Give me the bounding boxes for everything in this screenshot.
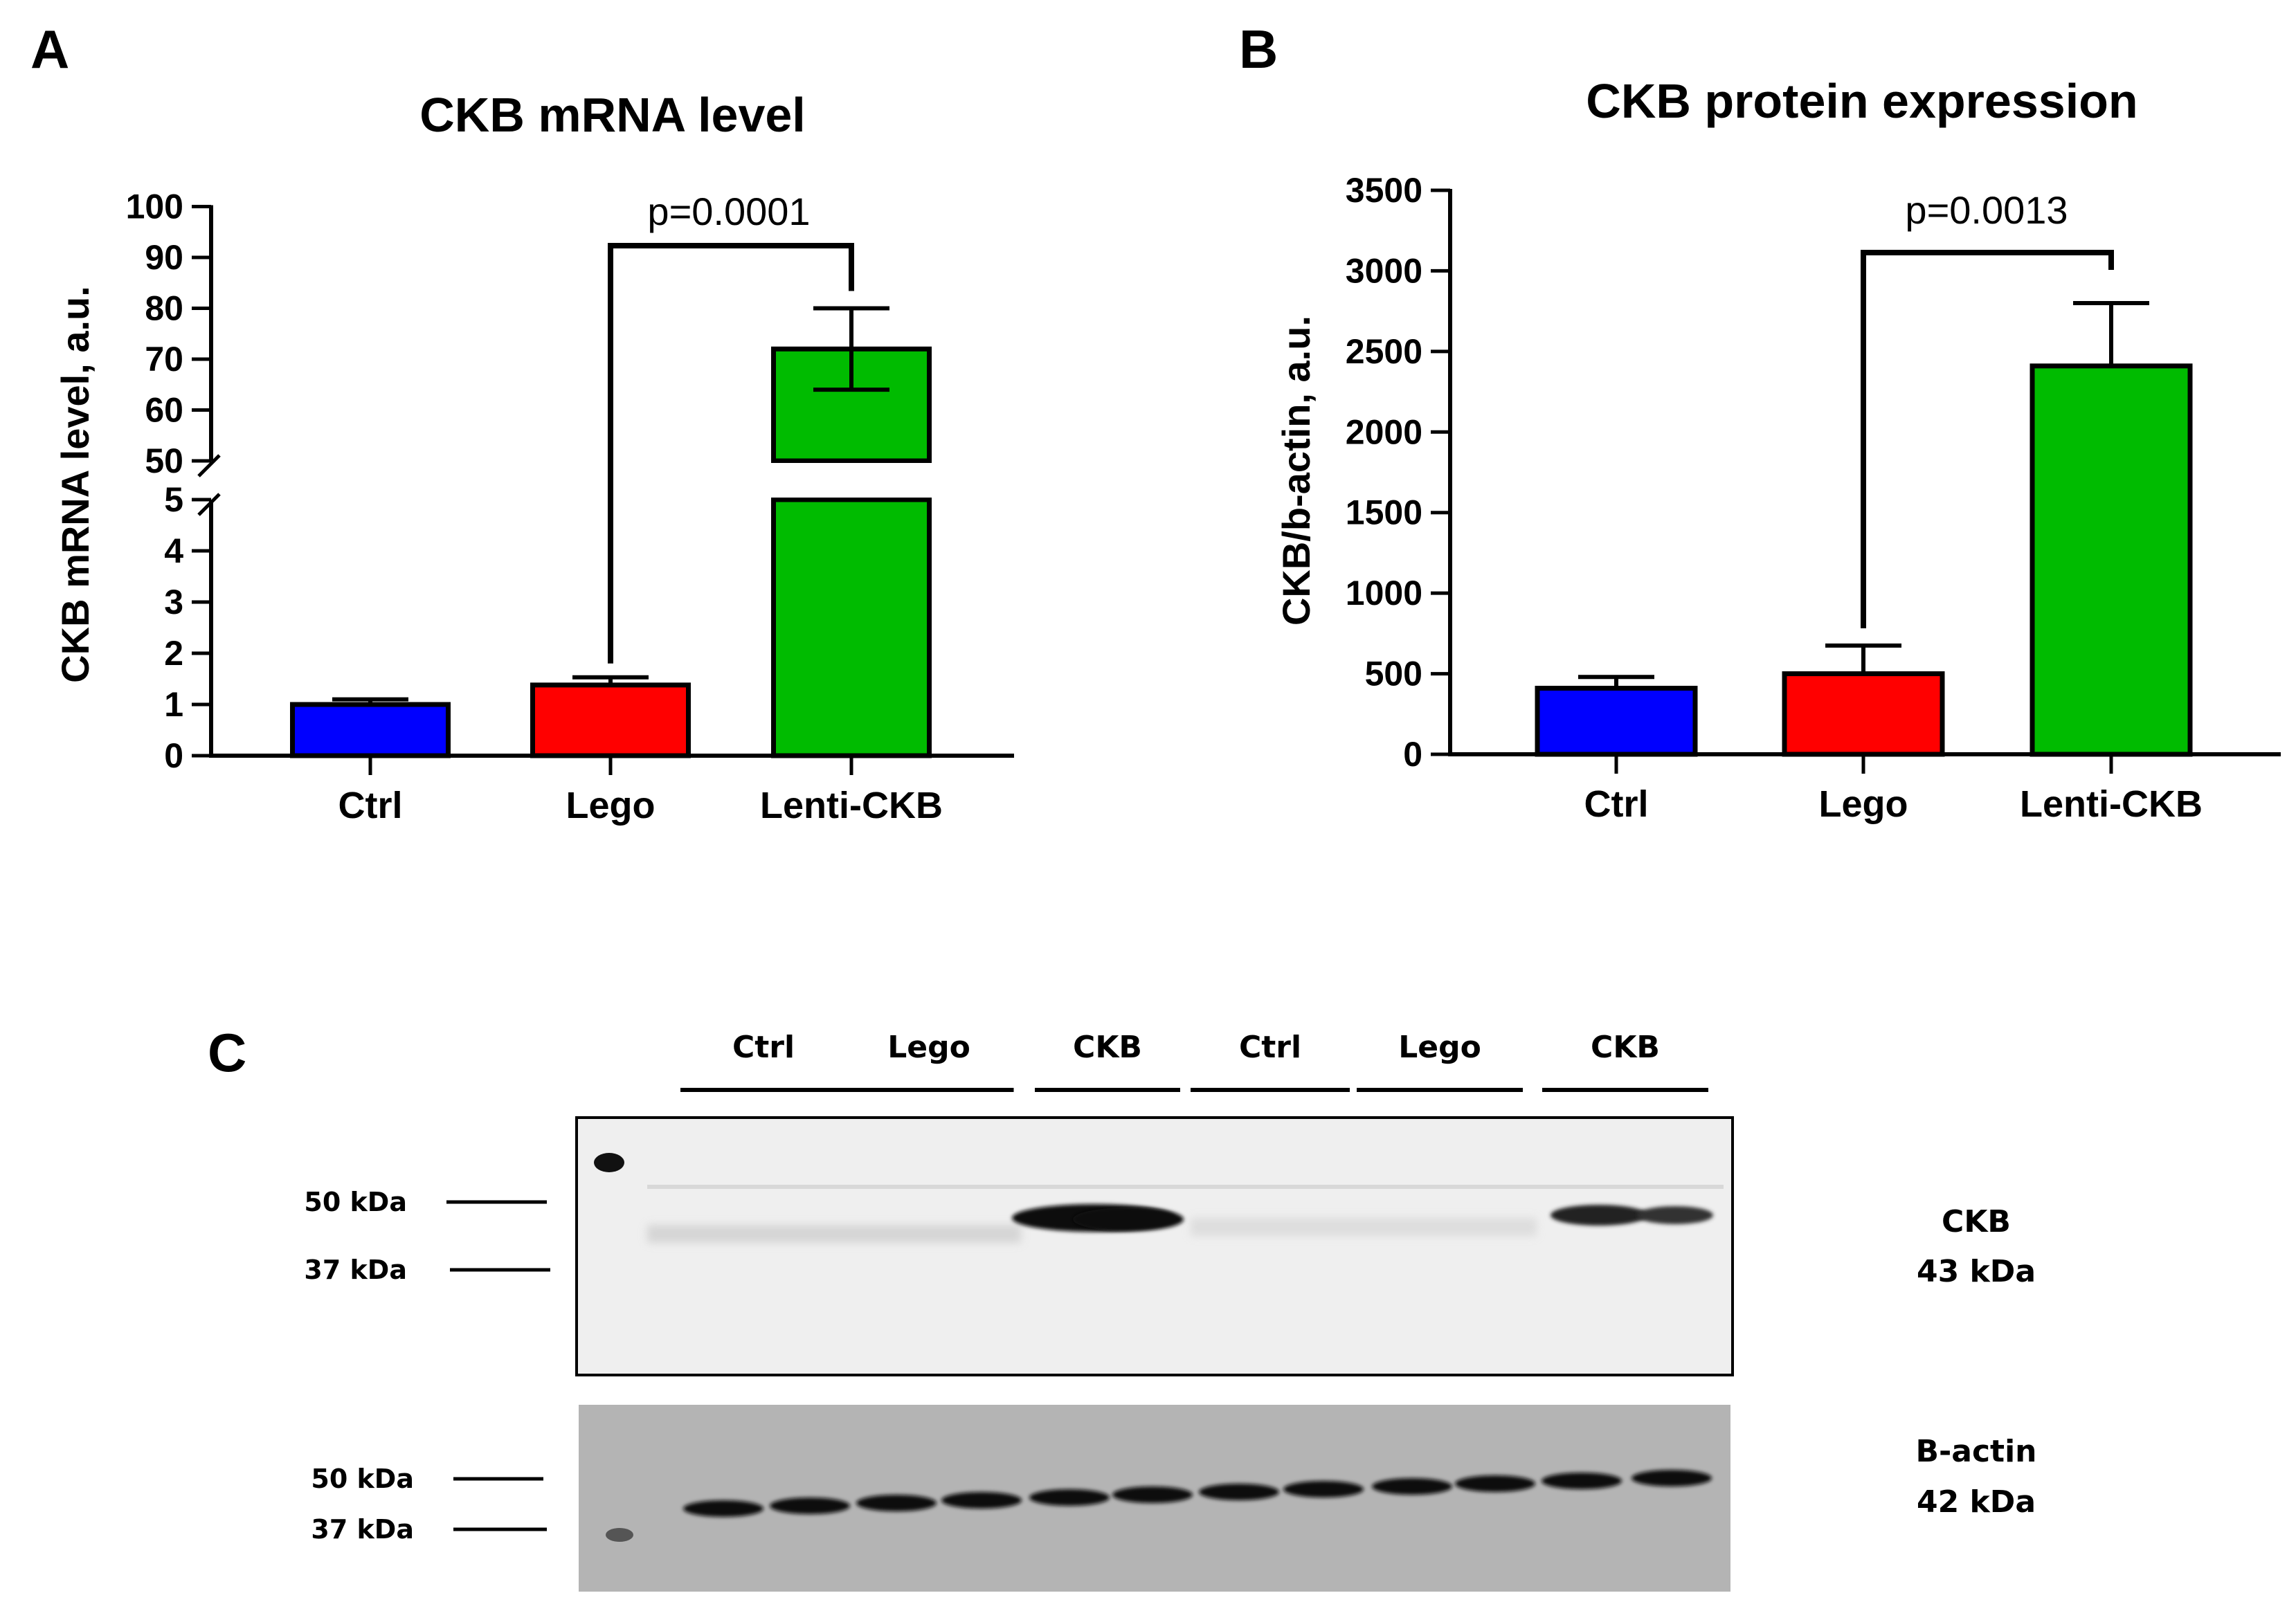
bar-ctrl xyxy=(1535,686,1698,757)
x-tick-label: Lego xyxy=(566,785,656,826)
significance-bracket xyxy=(1861,250,2114,628)
lane-label: Ctrl xyxy=(732,1030,795,1065)
lane-label: Ctrl xyxy=(1239,1030,1301,1065)
x-tick-label: Ctrl xyxy=(338,785,403,826)
x-tick-label: Lego xyxy=(1819,783,1908,825)
background-band xyxy=(647,1185,1724,1189)
bar-lenti-ckb xyxy=(771,497,932,758)
lane-label: Lego xyxy=(1398,1030,1481,1065)
western-blot: Ctrl Lego CKB Ctrl Lego CKB 50 kDa 37 kDa CKB… xyxy=(304,1030,2037,1592)
y-tick-label: 0 xyxy=(164,736,183,775)
y-tick-label: 1 xyxy=(164,685,183,724)
actin-band xyxy=(1029,1489,1110,1506)
axis-break-mark xyxy=(197,493,221,516)
y-tick-label: 0 xyxy=(1403,735,1422,774)
significance-bracket xyxy=(608,243,854,664)
y-tick-label: 50 xyxy=(145,442,183,480)
actin-band xyxy=(1631,1470,1712,1486)
y-tick-label: 100 xyxy=(126,188,183,226)
marker-50kda-top: 50 kDa xyxy=(304,1187,407,1217)
ckb-kda-label: 43 kDa xyxy=(1917,1254,2036,1289)
chart-a: CKB mRNA level CKB mRNA level, a.u. p=0.… xyxy=(53,88,1014,826)
y-tick-label: 80 xyxy=(145,289,183,328)
y-tick-label: 90 xyxy=(145,238,183,277)
ckb-blot-membrane xyxy=(575,1116,1734,1376)
y-tick-label: 3000 xyxy=(1346,251,1422,290)
actin-band xyxy=(1372,1478,1452,1495)
actin-kda-label: 42 kDa xyxy=(1917,1484,2036,1520)
ckb-label: CKB xyxy=(1942,1204,2011,1239)
lane-label: Lego xyxy=(887,1030,970,1065)
chart-a-title: CKB mRNA level xyxy=(419,88,806,142)
y-tick-label: 3 xyxy=(164,583,183,621)
y-tick-label: 1500 xyxy=(1346,493,1422,532)
bar-lego xyxy=(530,682,691,758)
x-tick-label: Lenti-CKB xyxy=(2020,783,2203,825)
actin-band xyxy=(770,1498,850,1514)
y-tick-label: 5 xyxy=(164,480,183,519)
panel-letter-b: B xyxy=(1239,19,1278,80)
y-tick-label: 2500 xyxy=(1346,332,1422,371)
faint-band xyxy=(1191,1218,1537,1236)
chart-b-ylabel: CKB/b-actin, a.u. xyxy=(1274,316,1318,626)
axis-break-mark xyxy=(197,454,221,477)
x-tick-label: Ctrl xyxy=(1584,783,1649,825)
faint-band xyxy=(647,1225,1021,1243)
bar-lenti-ckb xyxy=(2030,363,2193,757)
ckb-band xyxy=(1073,1208,1184,1231)
panel-letter-a: A xyxy=(30,19,69,80)
actin-band xyxy=(1455,1475,1535,1492)
y-tick-label: 60 xyxy=(145,391,183,430)
chart-b: CKB protein expression CKB/b-actin, a.u.… xyxy=(1274,74,2281,825)
chart-a-ylabel: CKB mRNA level, a.u. xyxy=(53,286,97,683)
lane-label: CKB xyxy=(1073,1030,1142,1065)
actin-band xyxy=(1199,1484,1279,1500)
ladder-band xyxy=(594,1153,624,1172)
actin-band xyxy=(1112,1486,1193,1503)
axis-break-gap xyxy=(769,463,934,498)
bar-lego xyxy=(1782,671,1945,757)
lane-label: CKB xyxy=(1591,1030,1660,1065)
actin-band xyxy=(856,1495,937,1511)
y-tick-label: 2 xyxy=(164,634,183,673)
marker-37kda-top: 37 kDa xyxy=(304,1255,407,1285)
y-tick-label: 500 xyxy=(1365,655,1422,693)
marker-37kda-bottom: 37 kDa xyxy=(311,1514,414,1545)
actin-label: B-actin xyxy=(1915,1434,2036,1469)
marker-50kda-bottom: 50 kDa xyxy=(311,1464,414,1494)
ckb-band xyxy=(1637,1206,1713,1224)
chart-b-pvalue: p=0.0013 xyxy=(1905,188,2068,232)
panel-letter-c: C xyxy=(208,1022,246,1083)
bar-ctrl xyxy=(290,702,451,758)
chart-a-pvalue: p=0.0001 xyxy=(647,190,810,233)
y-tick-label: 4 xyxy=(164,531,183,570)
x-tick-label: Lenti-CKB xyxy=(760,785,943,826)
y-tick-label: 1000 xyxy=(1346,574,1422,612)
y-tick-label: 2000 xyxy=(1346,412,1422,451)
y-tick-label: 70 xyxy=(145,340,183,379)
ladder-band xyxy=(606,1528,633,1542)
ckb-band xyxy=(1551,1205,1647,1226)
actin-band xyxy=(683,1500,763,1517)
actin-band xyxy=(941,1492,1022,1509)
actin-band xyxy=(1542,1473,1622,1489)
y-tick-label: 3500 xyxy=(1346,171,1422,210)
chart-b-title: CKB protein expression xyxy=(1586,74,2137,128)
actin-band xyxy=(1283,1481,1364,1498)
